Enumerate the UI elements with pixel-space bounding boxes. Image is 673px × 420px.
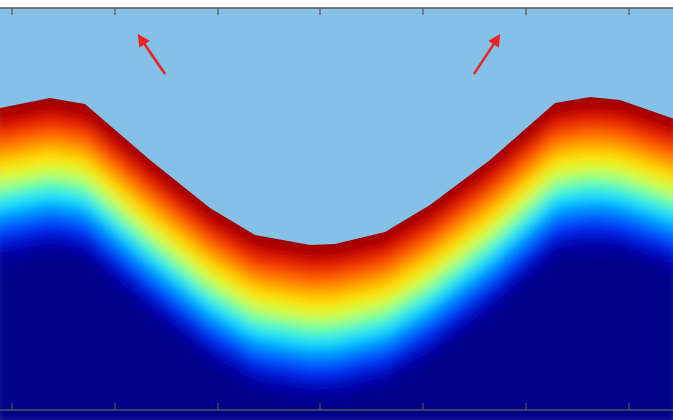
color-band [0,253,673,420]
field-gradient [0,97,673,420]
frame [0,7,673,411]
arrow [472,33,501,75]
arrows [137,33,501,75]
arrow [137,33,167,75]
field-bands [0,97,673,420]
